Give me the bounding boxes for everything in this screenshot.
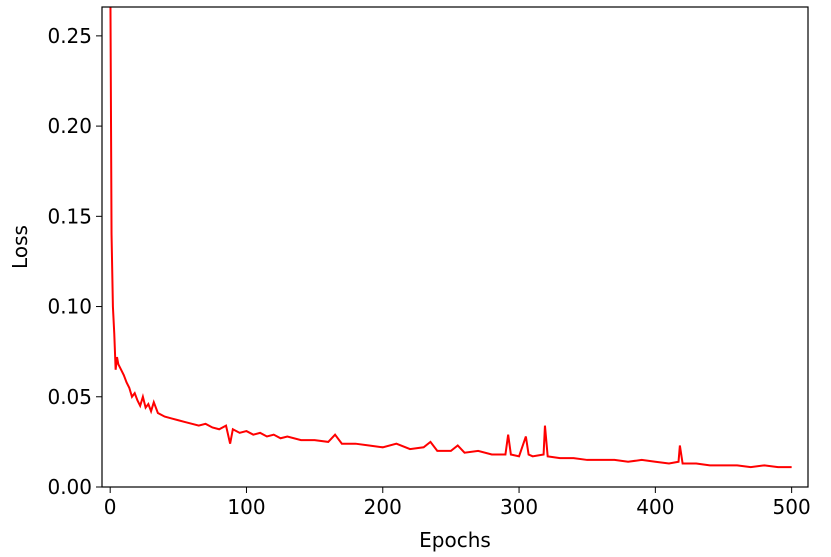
y-tick-label: 0.20 (47, 114, 92, 138)
x-tick-label: 400 (636, 495, 674, 519)
y-tick-label: 0.25 (47, 24, 92, 48)
x-tick-label: 500 (773, 495, 811, 519)
loss-line (109, 7, 792, 469)
y-axis-label: Loss (8, 225, 32, 269)
plot-frame (101, 6, 809, 488)
y-tick-label: 0.05 (47, 385, 92, 409)
x-tick-label: 200 (364, 495, 402, 519)
x-tick-label: 0 (104, 495, 117, 519)
y-tick-label: 0.00 (47, 475, 92, 499)
x-tick-label: 300 (500, 495, 538, 519)
x-axis-label: Epochs (419, 528, 491, 552)
y-tick-label: 0.15 (47, 204, 92, 228)
y-tick-label: 0.10 (47, 295, 92, 319)
x-tick-label: 100 (227, 495, 265, 519)
